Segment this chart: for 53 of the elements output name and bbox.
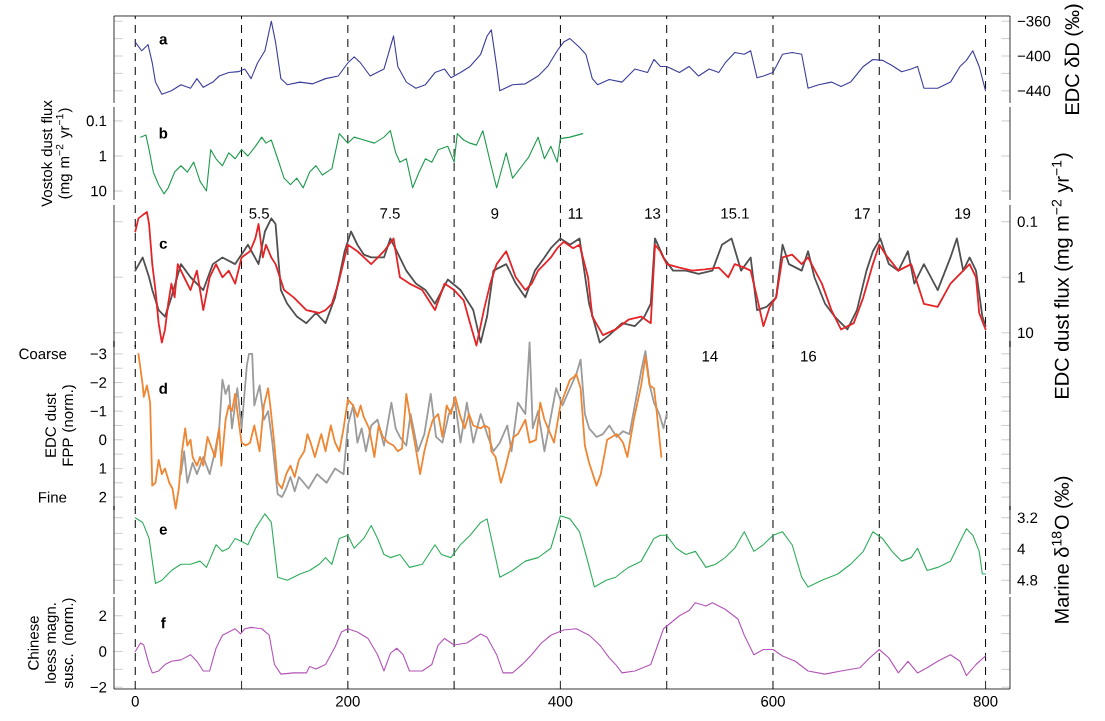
y2-tick-label: −360 [1017, 15, 1051, 27]
y2-tick-label: 3.2 [1017, 512, 1038, 524]
annotation: 16 [801, 350, 817, 362]
y-tick-label: −1 [90, 406, 107, 417]
y2-tick-label: 4 [1017, 543, 1025, 555]
y-tick-label: 0 [99, 434, 107, 446]
y-tick-label: 0.1 [86, 115, 107, 127]
y2-axis-title: EDC dust flux (mg m$^{−2}$ yr$^{−1}$) [1051, 153, 1073, 398]
annotation: 7.5 [380, 208, 400, 219]
y-axis-title: Chinese loess magn. susc. (norm.) [27, 598, 77, 688]
annotation: 13 [645, 208, 661, 219]
y-tick-label: 1 [99, 463, 107, 474]
annotation: e [159, 526, 167, 535]
y2-tick-label: 4.8 [1017, 574, 1038, 586]
line-series [137, 352, 663, 510]
y2-tick-label: −400 [1017, 50, 1051, 62]
x-tick-label: 0 [131, 696, 139, 707]
annotation: 14 [702, 351, 718, 362]
text: Fine [38, 491, 67, 503]
line-series [134, 20, 987, 95]
line-series [134, 513, 987, 588]
x-tick-label: 200 [336, 696, 360, 707]
annotation: 9 [491, 208, 499, 219]
annotation: 19 [955, 208, 971, 219]
y2-tick-label: 1 [1018, 272, 1025, 283]
y-tick-label: −3 [90, 348, 107, 360]
annotation: 15.1 [721, 208, 749, 219]
x-tick-label: 800 [973, 696, 998, 707]
y2-tick-label: 10 [1018, 327, 1034, 339]
x-tick-label: 600 [761, 696, 785, 707]
y-tick-label: −2 [90, 377, 107, 388]
y2-tick-label: 0.1 [1017, 216, 1038, 228]
y-tick-label: 2 [99, 491, 107, 503]
y2-axis-title: Marine δ$^{18}$O (‰) [1051, 476, 1073, 623]
annotation: 17 [854, 208, 870, 219]
annotation: b [159, 127, 168, 139]
y-tick-label: 2 [99, 610, 107, 621]
annotation: 11 [568, 208, 583, 219]
x-tick-label: 400 [548, 696, 573, 707]
y-tick-label: 10 [91, 185, 107, 197]
y-axis-title: EDC dust FPP (norm.) [44, 385, 77, 466]
line-series [180, 341, 668, 498]
y-tick-label: −2 [90, 681, 107, 693]
text: Coarse [19, 348, 67, 360]
annotation: 5.5 [249, 208, 269, 219]
annotation: f [161, 617, 166, 629]
annotation: c [159, 240, 168, 249]
annotation: a [159, 36, 168, 45]
y2-axis-title: EDC δD (‰) [1064, 4, 1084, 114]
y-tick-label: 1 [99, 150, 107, 162]
y2-tick-label: −440 [1017, 85, 1051, 97]
annotation: d [159, 382, 167, 394]
y-tick-label: 0 [99, 646, 107, 657]
